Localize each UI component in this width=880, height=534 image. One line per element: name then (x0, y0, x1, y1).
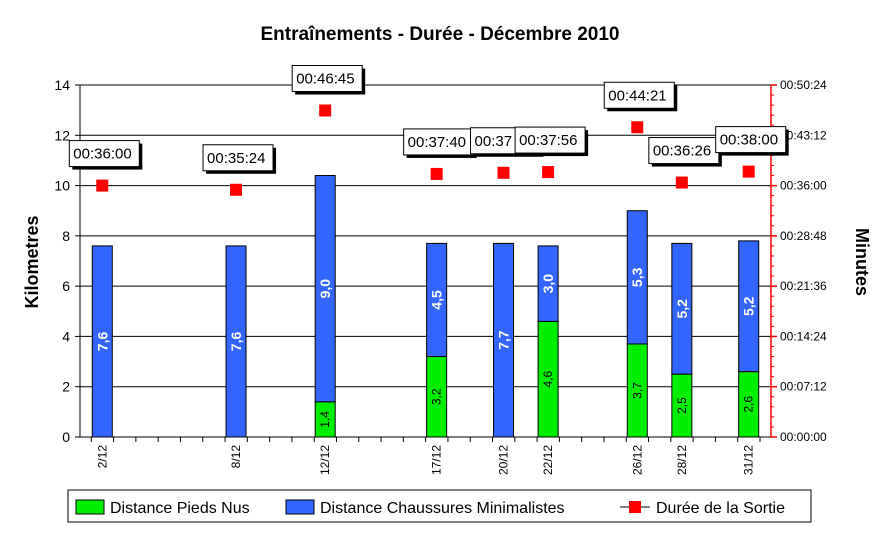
duration-label: 00:37:40 (408, 134, 466, 151)
y2-tick-label: 00:00:00 (780, 430, 827, 444)
duration-marker (230, 183, 243, 196)
x-tick-label: 17/12 (430, 445, 444, 475)
callout-box (403, 128, 475, 156)
duration-marker (742, 165, 755, 178)
y2-tick-label: 00:14:24 (780, 329, 827, 343)
callout-box (514, 126, 586, 154)
legend-marker-duration (629, 501, 641, 513)
chart-title: Entraînements - Durée - Décembre 2010 (260, 24, 619, 45)
duration-label: 00:46:45 (296, 70, 354, 87)
y-tick-label: 4 (62, 328, 70, 344)
bar-series: 7,6 7,6 1,4 9,0 3,2 4,5 7,7 4,6 3,0 3,7 5,3 2,5 5,2 2… (91, 175, 760, 438)
bar-label-minimalist: 3,0 (540, 274, 556, 294)
y2-axis-label: Minutes (852, 228, 872, 296)
legend-label-minimalist: Distance Chaussures Minimalistes (320, 500, 565, 517)
bar-label-minimalist: 5,3 (629, 267, 645, 287)
duration-label: 00:36:00 (73, 146, 131, 163)
bar-label-minimalist: 7,6 (94, 332, 110, 352)
duration-marker (675, 176, 688, 189)
y-axis-label: Kilometres (22, 215, 42, 308)
bar-label-barefoot: 2,6 (742, 396, 756, 413)
legend-swatch-barefoot (75, 499, 105, 515)
y2-tick-label: 00:36:00 (780, 179, 827, 193)
bar-label-minimalist: 4,5 (429, 290, 445, 310)
y2-tick-label: 00:28:48 (780, 229, 827, 243)
legend-swatch-minimalist (285, 499, 315, 515)
callout-box (291, 64, 363, 92)
x-tick-label: 8/12 (229, 445, 243, 469)
bar-label-minimalist: 7,7 (496, 330, 512, 350)
x-tick-label: 12/12 (318, 445, 332, 475)
bar-minimalist (738, 240, 760, 373)
y2-tick-label: 00:07:12 (780, 380, 827, 394)
callout-box (603, 81, 675, 109)
bar-label-barefoot: 3,2 (430, 388, 444, 405)
bar-label-barefoot: 1,4 (318, 411, 332, 428)
y2-ticks: 00:00:00 00:07:12 00:14:24 00:21:36 00:28:48… (771, 78, 827, 444)
bar-label-barefoot: 3,7 (630, 382, 644, 399)
y-tick-label: 0 (62, 429, 70, 445)
x-tick-label: 26/12 (630, 445, 644, 475)
duration-label: 00:37 (475, 133, 513, 150)
bar-minimalist (314, 175, 336, 403)
y-ticks: 0 2 4 6 8 10 12 14 (54, 77, 80, 445)
duration-marker (542, 166, 555, 179)
duration-callouts: 00:36:00 00:35:24 00:46:45 00:37:40 00:37 00:… (68, 64, 789, 174)
duration-marker (631, 121, 644, 134)
legend-label-duration: Durée de la Sortie (656, 500, 785, 517)
duration-marker (430, 167, 443, 180)
duration-label: 00:37:56 (519, 132, 577, 149)
bar-label-minimalist: 9,0 (317, 279, 333, 299)
y-tick-label: 12 (54, 127, 70, 143)
y2-tick-label: 00:50:24 (780, 78, 827, 92)
duration-marker (96, 179, 109, 192)
x-tick-label: 28/12 (675, 445, 689, 475)
y-tick-label: 14 (54, 77, 70, 93)
duration-label: 00:36:26 (653, 143, 711, 160)
bar-label-barefoot: 2,5 (675, 397, 689, 414)
x-tick-label: 20/12 (497, 445, 511, 475)
x-tick-label: 22/12 (541, 445, 555, 475)
x-tick-label: 31/12 (742, 445, 756, 475)
x-ticks: 2/12 8/12 12/12 17/12 20/12 22/12 26/12 28/12 31… (90, 437, 761, 475)
y-tick-label: 8 (62, 228, 70, 244)
duration-label: 00:35:24 (207, 150, 265, 167)
callout-box (648, 137, 720, 165)
y2-tick-label: 00:43:12 (780, 128, 827, 142)
callout-box (68, 140, 140, 168)
duration-markers (96, 104, 755, 196)
bar-label-minimalist: 5,2 (674, 299, 690, 319)
y-tick-label: 2 (62, 379, 70, 395)
bar-minimalist (537, 245, 559, 322)
legend-label-barefoot: Distance Pieds Nus (110, 500, 250, 517)
bar-minimalist (626, 210, 648, 345)
y-tick-label: 10 (54, 178, 70, 194)
bar-label-minimalist: 7,6 (228, 332, 244, 352)
duration-label: 00:44:21 (608, 87, 666, 104)
bar-label-minimalist: 5,2 (741, 296, 757, 316)
duration-label: 00:38:00 (720, 132, 778, 149)
legend: Distance Pieds Nus Distance Chaussures M… (67, 489, 812, 523)
bar-label-barefoot: 4,6 (541, 371, 555, 388)
x-tick-label: 2/12 (95, 445, 109, 469)
duration-marker (497, 166, 510, 179)
bar-minimalist (671, 242, 693, 375)
legend-box (67, 489, 812, 523)
y-tick-label: 6 (62, 278, 70, 294)
y2-tick-label: 00:21:36 (780, 279, 827, 293)
duration-marker (319, 104, 332, 117)
bar-minimalist (426, 242, 448, 358)
callout-box (202, 144, 274, 172)
callout-box (715, 126, 787, 154)
